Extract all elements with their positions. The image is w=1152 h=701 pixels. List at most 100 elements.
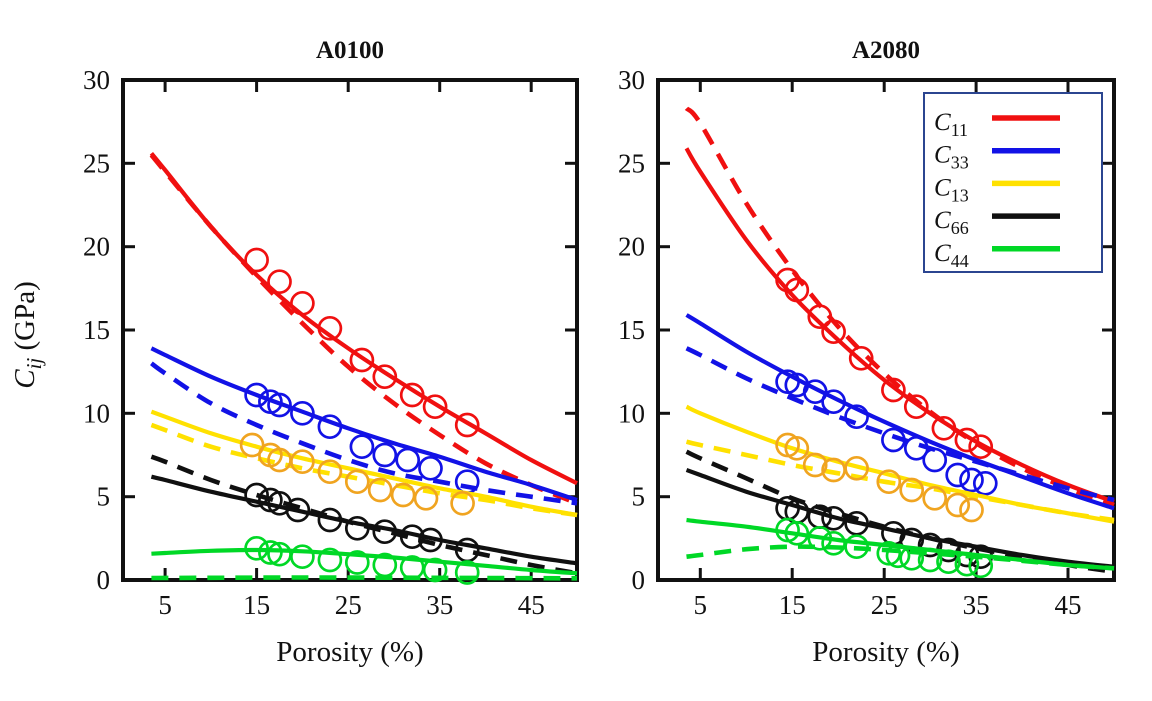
curve-c13-model-a-solid- [685,404,1115,524]
marker-c66-measured [372,519,398,545]
curve-c11-model-a-solid- [684,147,1115,504]
marker-c66-measured [285,497,311,523]
marker-c44-measured [422,557,448,583]
marker-c66-measured [344,515,370,541]
y-tick-label: 30 [83,65,110,95]
marker-c66-measured [844,510,869,536]
marker-c13-measured [290,449,315,475]
y-tick-label: 0 [97,565,111,595]
y-tick-label: 0 [632,565,646,595]
marker-c11-measured [290,290,315,316]
marker-c44-measured [244,535,269,561]
marker-c33-measured [903,435,929,461]
marker-c66-measured [317,507,343,533]
y-tick-label: 10 [83,398,110,428]
panel-a2080: 5 15 25 35 45 0 5 10 15 20 25 30 [618,65,1116,620]
marker-c33-measured [881,427,906,453]
marker-c13-measured [844,455,869,481]
marker-c11-measured [267,269,292,295]
marker-c33-measured [267,392,292,418]
legend-label-c13: C13 [934,174,969,205]
marker-c13-measured [344,469,370,495]
curve-c44-model-b-dashed- [686,544,1115,571]
legend-label-c11: C11 [934,109,968,140]
marker-c13-measured [317,459,343,485]
x-tick-label: 45 [1055,590,1082,620]
y-tick-label: 5 [632,482,646,512]
marker-c44-measured [784,520,810,546]
marker-c11-measured [807,304,833,330]
curve-c44-model-b-dashed- [151,575,578,581]
marker-c66-measured [917,532,943,558]
legend-label-c44: C44 [934,240,969,271]
curve-c13-model-a-solid- [150,409,578,518]
marker-c44-measured [885,543,911,569]
curve-c33-model-a-solid- [150,346,578,502]
marker-c44-measured [821,530,846,556]
marker-c11-measured [968,434,994,460]
marker-c44-measured [258,540,283,565]
marker-c13-measured [899,477,925,503]
marker-c33-measured [959,467,984,493]
marker-c11-measured [244,247,269,273]
marker-c33-measured [972,470,998,496]
curve-c13-model-b-dashed- [685,439,1115,523]
marker-c33-measured [945,462,971,488]
y-tick-label: 20 [618,232,645,262]
marker-c33-measured [454,469,480,495]
marker-c11-measured [903,394,929,420]
marker-c11-measured [784,277,810,303]
marker-c13-measured [413,485,439,511]
marker-c11-measured [372,364,398,390]
marker-c33-measured [802,379,828,405]
marker-c13-measured [945,492,971,518]
marker-c66-measured [399,524,425,550]
marker-c13-measured [802,452,828,478]
y-tick-label: 15 [618,315,645,345]
curve-c11-model-b-dashed- [149,153,578,506]
marker-c33-measured [922,447,948,473]
marker-c13-measured [959,497,984,523]
x-tick-label: 15 [243,590,270,620]
marker-c13-measured [239,432,265,458]
marker-c44-measured [876,540,902,566]
marker-c13-measured [450,490,475,516]
y-tick-label: 30 [618,65,645,95]
marker-c11-measured [954,427,980,453]
marker-c11-measured [881,377,906,403]
marker-c11-measured [848,345,874,371]
marker-c33-measured [418,455,443,481]
marker-c33-measured [349,434,375,460]
x-tick-label: 45 [518,590,545,620]
marker-c66-measured [821,505,846,531]
marker-c66-measured [418,527,443,553]
marker-c13-measured [876,469,902,495]
marker-c11-measured [317,315,343,341]
xaxis-label-right: Porosity (%) [812,636,959,668]
panel-a0100: 5 15 25 35 45 0 5 10 15 20 25 30 [83,65,579,620]
legend-label-c33: C33 [934,142,969,173]
curve-c33-model-a-solid- [685,313,1115,511]
marker-c13-measured [367,477,393,503]
panel-title-right: A2080 [852,37,920,64]
marker-c44-measured [844,534,869,560]
marker-c33-measured [372,442,398,468]
x-tick-label: 35 [426,590,453,620]
y-tick-label: 25 [83,148,110,178]
xaxis-label-left: Porosity (%) [276,636,423,668]
curve-c11-model-b-dashed- [684,106,1115,508]
marker-c11-measured [821,319,846,345]
marker-c44-measured [936,549,961,575]
marker-c44-measured [807,525,833,551]
marker-c44-measured [954,551,980,577]
marker-c44-measured [454,560,480,585]
marker-c33-measured [290,400,315,426]
x-tick-label: 5 [694,590,708,620]
marker-c33-measured [244,382,269,408]
marker-c44-measured [317,547,343,573]
marker-c11-measured [422,394,448,420]
y-tick-label: 20 [83,232,110,262]
